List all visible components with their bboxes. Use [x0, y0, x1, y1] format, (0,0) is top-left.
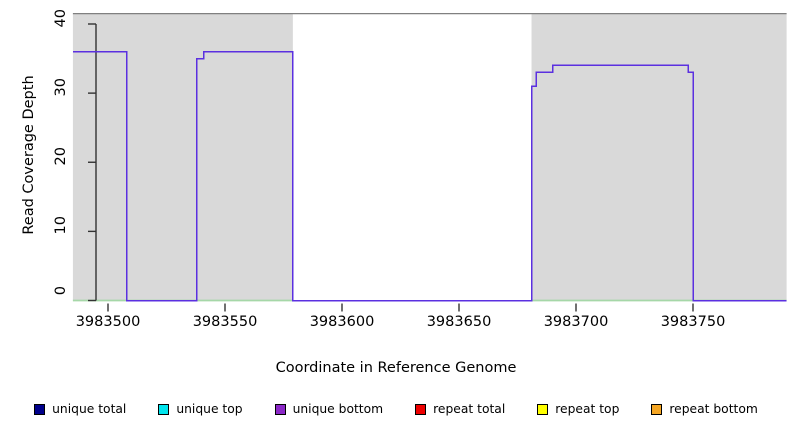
legend-swatch-icon [651, 403, 663, 415]
legend-swatch-icon [34, 403, 46, 415]
y-tick-label: 40 [53, 9, 69, 28]
legend-swatch-icon [415, 403, 427, 415]
shaded-region [72, 13, 293, 301]
shaded-region [531, 13, 787, 301]
legend-label: unique top [176, 402, 243, 416]
legend-label: repeat top [555, 402, 620, 416]
y-tick-label: 20 [53, 147, 69, 166]
series-line-unique-bottom [72, 50, 787, 302]
legend-item[interactable]: unique top [158, 402, 243, 416]
y-tick-label: 30 [53, 78, 69, 97]
legend-item[interactable]: repeat top [537, 402, 619, 416]
legend-label: unique bottom [292, 402, 384, 416]
legend-item[interactable]: unique total [34, 402, 126, 416]
x-tick-label: 3983600 [309, 314, 375, 330]
x-tick-label: 3983750 [660, 314, 726, 330]
y-tick-label: 10 [53, 216, 69, 235]
y-tick-label: 0 [53, 285, 69, 295]
legend-item[interactable]: repeat bottom [651, 402, 758, 416]
x-tick-label: 3983550 [192, 314, 258, 330]
legend-item[interactable]: repeat total [415, 402, 505, 416]
chart-legend: unique total unique top unique bottom repea… [0, 398, 792, 420]
x-tick-label: 3983700 [543, 314, 609, 330]
legend-label: unique total [52, 402, 127, 416]
legend-swatch-icon [158, 403, 170, 415]
legend-label: repeat total [433, 402, 506, 416]
x-tick-label: 3983500 [75, 314, 141, 330]
y-axis-title: Read Coverage Depth [21, 75, 37, 235]
x-tick-label: 3983650 [426, 314, 492, 330]
legend-swatch-icon [537, 403, 549, 415]
x-axis-title: Coordinate in Reference Genome [275, 360, 517, 376]
legend-item[interactable]: unique bottom [274, 402, 384, 416]
legend-swatch-icon [274, 403, 286, 415]
legend-label: repeat bottom [669, 402, 758, 416]
